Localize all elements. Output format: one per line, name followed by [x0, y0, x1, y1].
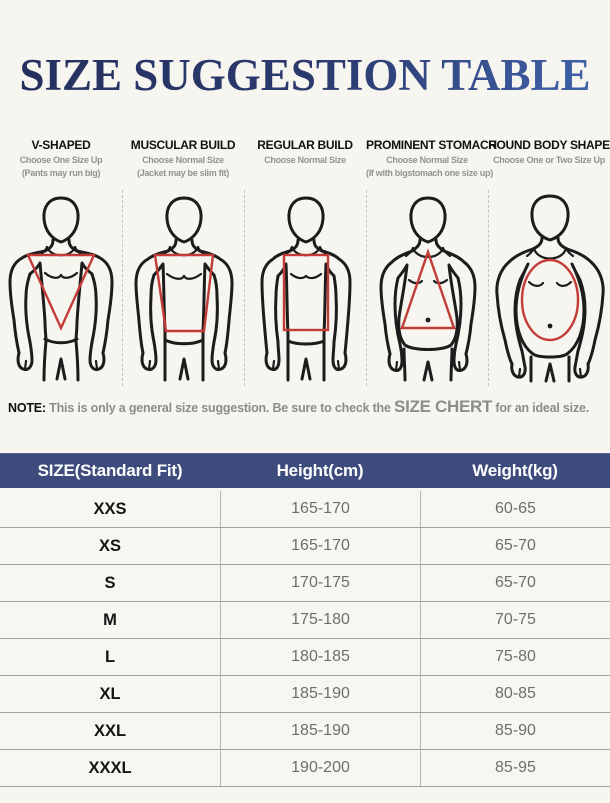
size-value: XXL	[93, 721, 127, 740]
table-row: XL 185-190 80-85	[0, 675, 610, 713]
size-value: M	[103, 610, 117, 629]
height-value: 185-190	[220, 675, 420, 712]
body-type-header: ROUND BODY SHAPE Choose One or Two Size …	[488, 136, 610, 190]
height-value: 180-185	[220, 638, 420, 675]
red-overlay-triangle-up	[400, 248, 456, 329]
body-type-name: V-SHAPED	[31, 137, 91, 152]
body-type-name: PROMINENT STOMACH	[366, 137, 497, 152]
body-type-header: MUSCULAR BUILD Choose Normal Size (Jacke…	[122, 136, 244, 190]
red-overlay-inverted-triangle	[26, 253, 96, 331]
body-type-column-v-shaped: V-SHAPED Choose One Size Up (Pants may r…	[0, 136, 122, 386]
height-value: 165-170	[220, 490, 420, 527]
body-type-header: V-SHAPED Choose One Size Up (Pants may r…	[0, 136, 122, 190]
weight-value: 60-65	[420, 490, 610, 527]
size-table: SIZE(Standard Fit) Height(cm) Weight(kg)…	[0, 452, 610, 787]
size-value: XXXL	[88, 758, 132, 777]
body-type-note: (If with bigstomach one size up)	[366, 167, 493, 178]
belly-button-dot	[547, 323, 553, 329]
red-overlay-rectangle	[282, 253, 330, 331]
size-value: XS	[98, 536, 121, 555]
body-type-advice: Choose Normal Size	[386, 154, 468, 165]
header-weight: Weight(kg)	[472, 460, 558, 480]
red-overlay-trapezoid	[153, 253, 215, 332]
weight-value: 65-70	[420, 527, 610, 564]
body-figure-muscular	[122, 189, 244, 386]
height-value: 165-170	[220, 527, 420, 564]
body-type-name: REGULAR BUILD	[257, 137, 353, 152]
body-type-column-round: ROUND BODY SHAPE Choose One or Two Size …	[488, 136, 610, 386]
size-value: XL	[99, 684, 121, 703]
body-type-note: (Pants may run big)	[21, 167, 101, 178]
size-value: L	[104, 647, 116, 666]
body-figure-v-shaped	[0, 190, 122, 386]
page-title: SIZE SUGGESTION TABLE	[0, 0, 610, 102]
size-table-body: XXS 165-170 60-65 XS 165-170 65-70 S 170…	[0, 490, 610, 787]
height-value: 185-190	[220, 712, 420, 749]
body-type-note: (Jacket may be slim fit)	[137, 167, 229, 178]
weight-value: 80-85	[420, 675, 610, 712]
body-type-advice: Choose Normal Size	[264, 154, 346, 165]
weight-value: 75-80	[420, 638, 610, 675]
table-row: M 175-180 70-75	[0, 601, 610, 639]
table-row: XXL 185-190 85-90	[0, 712, 610, 750]
height-value: 170-175	[220, 564, 420, 601]
weight-value: 65-70	[420, 564, 610, 601]
size-table-header: SIZE(Standard Fit) Height(cm) Weight(kg)	[0, 452, 610, 488]
note-line: NOTE: This is only a general size sugges…	[0, 397, 610, 417]
body-figure-round	[488, 189, 610, 386]
height-value: 190-200	[220, 749, 420, 786]
body-type-advice: Choose One or Two Size Up	[493, 154, 605, 165]
weight-value: 85-95	[420, 749, 610, 786]
header-height: Height(cm)	[276, 460, 364, 480]
body-type-column-muscular: MUSCULAR BUILD Choose Normal Size (Jacke…	[122, 136, 244, 386]
body-type-column-prominent-stomach: PROMINENT STOMACH Choose Normal Size (If…	[366, 136, 497, 386]
body-type-column-regular: REGULAR BUILD Choose Normal Size	[244, 136, 366, 386]
body-type-name: MUSCULAR BUILD	[130, 137, 236, 152]
body-figure-regular	[244, 189, 366, 386]
body-type-header: PROMINENT STOMACH Choose Normal Size (If…	[366, 136, 497, 190]
note-text-after: for an ideal size.	[495, 400, 590, 415]
table-row: S 170-175 65-70	[0, 564, 610, 602]
body-type-advice: Choose One Size Up	[19, 154, 103, 165]
weight-value: 70-75	[420, 601, 610, 638]
note-highlight: SIZE CHERT	[394, 396, 493, 416]
body-figure-prominent-stomach	[366, 189, 488, 386]
size-value: S	[104, 573, 116, 592]
note-text: This is only a general size suggestion. …	[49, 400, 391, 415]
table-row: XXS 165-170 60-65	[0, 490, 610, 528]
body-type-guide: V-SHAPED Choose One Size Up (Pants may r…	[0, 136, 610, 386]
table-row: L 180-185 75-80	[0, 638, 610, 676]
body-type-advice: Choose Normal Size	[142, 154, 224, 165]
header-size: SIZE(Standard Fit)	[37, 460, 183, 480]
height-value: 175-180	[220, 601, 420, 638]
body-type-name: ROUND BODY SHAPE	[488, 137, 610, 152]
table-row: XS 165-170 65-70	[0, 527, 610, 565]
body-type-header: REGULAR BUILD Choose Normal Size	[244, 136, 366, 190]
belly-button-dot	[425, 317, 431, 323]
table-row: XXXL 190-200 85-95	[0, 749, 610, 787]
size-value: XXS	[93, 499, 127, 518]
note-label: NOTE:	[8, 400, 46, 415]
red-overlay-oval	[520, 258, 580, 341]
weight-value: 85-90	[420, 712, 610, 749]
